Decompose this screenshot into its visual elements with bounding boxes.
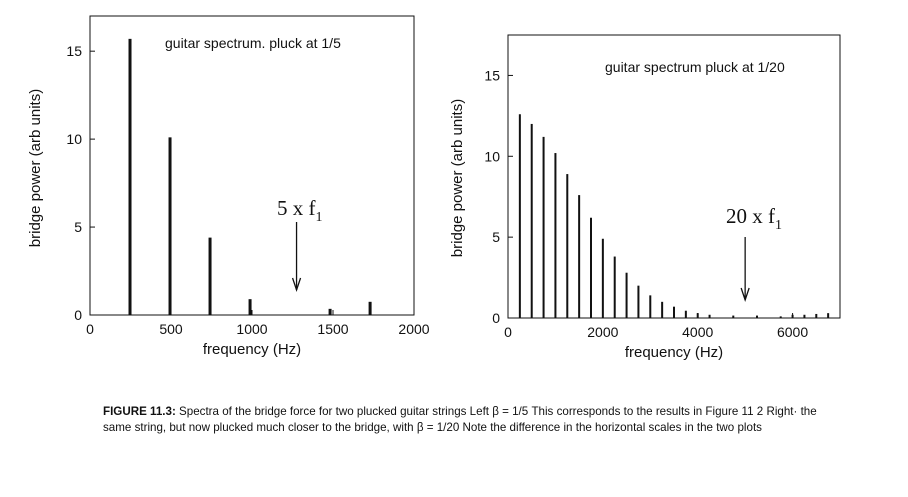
- left-plot-title: guitar spectrum. pluck at 1/5: [165, 35, 341, 51]
- right-spectral-line: [661, 301, 664, 318]
- right-spectral-line: [590, 217, 592, 318]
- right-y-tick-label: 0: [492, 310, 500, 326]
- left-y-tick-label: 5: [74, 219, 82, 235]
- right-y-tick-label: 5: [492, 229, 500, 245]
- right-spectral-line: [554, 153, 557, 318]
- right-spectrum-plot: guitar spectrum pluck at 1/20 frequency …: [449, 34, 841, 361]
- left-y-tick-label: 15: [66, 43, 82, 59]
- left-spectral-line: [248, 299, 252, 315]
- right-spectral-line: [613, 256, 616, 318]
- right-spectral-line: [566, 174, 569, 318]
- figure-caption: FIGURE 11.3: Spectra of the bridge force…: [103, 404, 823, 436]
- left-spectral-lines: [128, 38, 372, 315]
- left-spectrum-plot: guitar spectrum. pluck at 1/5 frequency …: [27, 15, 430, 358]
- right-spectral-line: [578, 195, 581, 318]
- right-x-tick-label: 0: [504, 324, 512, 340]
- right-annotation-text: 20 x f: [726, 204, 775, 228]
- left-y-axis-label: bridge power (arb units): [27, 89, 44, 247]
- right-y-axis-label: bridge power (arb units): [449, 99, 466, 257]
- right-x-axis-label: frequency (Hz): [625, 344, 723, 361]
- left-spectral-line: [168, 137, 172, 315]
- right-x-tick-label: 2000: [587, 324, 618, 340]
- left-spectral-line: [368, 301, 372, 315]
- left-y-tick-label: 0: [74, 307, 82, 323]
- right-spectral-line: [815, 313, 818, 318]
- right-spectral-line: [827, 313, 830, 318]
- left-x-axis-label: frequency (Hz): [203, 341, 301, 358]
- figure-panels: guitar spectrum. pluck at 1/5 frequency …: [27, 15, 841, 361]
- left-y-tick-label: 10: [66, 131, 82, 147]
- left-x-tick-label: 1500: [317, 321, 348, 337]
- right-spectral-line: [732, 315, 735, 318]
- right-spectral-line: [601, 238, 604, 318]
- right-spectral-line: [518, 114, 521, 319]
- right-annotation-label: 20 x f1: [726, 204, 782, 233]
- right-spectral-line: [673, 306, 675, 318]
- right-spectral-line: [649, 295, 652, 318]
- right-spectral-line: [625, 272, 628, 318]
- right-spectral-line: [542, 136, 545, 318]
- left-annotation: 5 x f1: [277, 196, 323, 293]
- left-annotation-label: 5 x f1: [277, 196, 323, 225]
- right-spectral-line: [530, 123, 533, 318]
- right-annotation-arrowhead: [740, 287, 750, 303]
- left-axis-ticks: 0 500 1000 1500 2000 0 5 10 15: [66, 43, 429, 337]
- right-x-tick-label: 6000: [777, 324, 808, 340]
- right-y-tick-label: 10: [484, 148, 500, 164]
- right-spectral-line: [708, 314, 711, 318]
- right-x-tick-label: 4000: [682, 324, 713, 340]
- left-x-tick-label: 1000: [236, 321, 267, 337]
- left-spectral-line: [328, 308, 332, 315]
- right-plot-title: guitar spectrum pluck at 1/20: [605, 59, 785, 75]
- left-annotation-text: 5 x f: [277, 196, 316, 220]
- left-annotation-subscript: 1: [316, 210, 323, 225]
- right-spectral-line: [637, 285, 640, 318]
- left-spectral-line: [208, 237, 212, 315]
- right-annotation-subscript: 1: [775, 218, 782, 233]
- left-annotation-arrowhead: [291, 277, 302, 293]
- caption-text: Spectra of the bridge force for two pluc…: [103, 405, 817, 434]
- right-spectral-line: [791, 314, 794, 318]
- left-plot-frame: [89, 15, 415, 316]
- right-spectral-line: [756, 315, 758, 318]
- right-annotation: 20 x f1: [726, 204, 782, 303]
- right-spectral-line: [684, 310, 687, 318]
- left-spectral-line: [128, 38, 132, 315]
- right-spectral-line: [779, 316, 782, 318]
- right-spectral-line: [803, 314, 806, 318]
- right-plot-frame: [507, 34, 841, 319]
- left-x-tick-label: 0: [86, 321, 94, 337]
- right-y-tick-label: 15: [484, 67, 500, 83]
- left-x-tick-label: 500: [159, 321, 183, 337]
- right-spectral-lines: [518, 114, 830, 319]
- right-spectral-line: [696, 313, 699, 318]
- caption-figure-label: FIGURE 11.3:: [103, 405, 176, 418]
- left-x-tick-label: 2000: [398, 321, 429, 337]
